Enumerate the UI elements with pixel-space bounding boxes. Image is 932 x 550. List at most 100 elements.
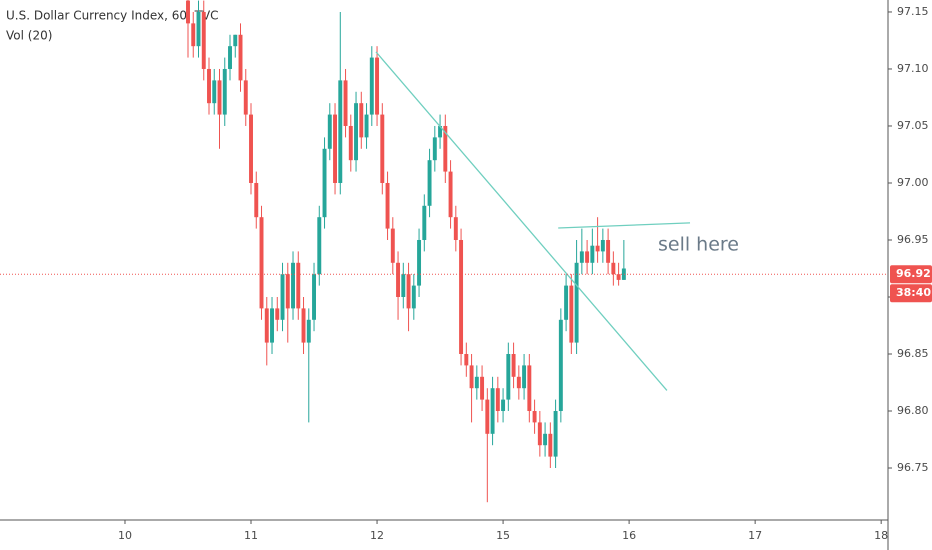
candle-body [406,274,411,309]
candle-body [343,80,348,126]
candle-body [464,354,469,366]
x-tick-label: 17 [748,529,762,542]
candle-body [259,217,264,309]
candle-body [553,411,558,457]
chart-subtitle: Vol (20) [6,29,52,43]
candle-body [453,217,458,240]
candle-body [228,46,232,69]
last-price-label: 96.92 [896,267,931,280]
candle-body [280,274,285,320]
candle-body [411,285,416,309]
candle-body [317,217,322,275]
candle-body [233,34,238,47]
candle-body [501,399,506,412]
candle-body [191,23,196,47]
candle-body [385,182,390,229]
candle-body [333,114,338,183]
candle-body [243,80,248,115]
candle-body [427,160,432,206]
candle-body [480,376,485,400]
x-tick-label: 18 [874,529,888,542]
candle-body [207,68,211,104]
candle-body [238,34,243,81]
candle-body [516,376,521,389]
candle-body [396,262,401,297]
candle-body [511,354,516,377]
candle-body [485,399,490,434]
y-tick-label: 97.05 [897,119,929,132]
candle-body [322,148,327,218]
candle-body [369,57,374,115]
candle-body [364,114,369,138]
countdown-box [890,284,932,303]
candle-body [291,262,295,309]
candle-body [600,239,605,252]
candle-body [469,365,474,389]
candle-body [348,125,353,161]
x-tick-label: 11 [244,529,258,542]
candle-body [506,354,511,400]
trend-line [558,222,691,229]
candle-body [306,319,311,343]
y-tick-label: 96.85 [897,347,929,360]
candle-body [621,268,626,280]
candle-body [354,103,359,161]
candle-body [390,228,395,263]
candle-body [432,137,437,161]
candle-body [217,80,222,115]
candle-body [438,125,443,138]
candle-body [417,239,422,286]
candle-body [285,274,290,309]
candle-body [595,245,600,252]
candle-body [495,388,500,412]
candle-body [196,11,201,47]
candle-body [474,376,479,389]
candle-body [422,205,427,240]
candle-body [380,114,385,183]
candle-body [249,114,253,183]
candle-body [443,125,448,172]
candle-body [264,308,269,343]
candle-body [312,274,316,320]
trend-line [375,51,668,391]
candle-body [359,103,364,138]
candle-body [585,251,590,263]
candle-body [338,80,343,183]
candle-body [212,80,217,104]
candle-body [186,0,190,24]
candle-body [270,308,274,343]
candle-body [574,262,579,343]
candle-body [522,365,527,389]
x-tick-label: 12 [370,529,384,542]
candle-body [558,319,563,412]
y-tick-label: 96.80 [897,404,929,417]
candle-body [564,285,569,320]
last-price-box [890,265,932,284]
y-tick-label: 97.15 [897,5,929,18]
countdown-label: 38:40 [896,286,931,299]
chart-title: U.S. Dollar Currency Index, 60, TVC [6,9,219,23]
candle-body [611,262,616,275]
candle-body [375,57,380,115]
candle-body [301,308,306,343]
annotation: sell here [658,234,739,256]
x-tick-label: 10 [118,529,132,542]
candle-body [254,182,259,218]
candle-body [296,262,301,309]
candle-body [222,68,227,115]
candle-body [327,114,332,149]
y-tick-label: 97.10 [897,62,929,75]
candle-body [548,433,553,457]
candle-body [201,11,206,69]
candle-body [490,388,495,434]
y-tick-label: 96.75 [897,461,929,474]
x-tick-label: 16 [622,529,636,542]
candle-body [579,251,584,263]
y-tick-label: 96.95 [897,233,929,246]
x-tick-label: 15 [496,529,510,542]
candle-body [569,285,574,343]
candle-body [543,433,548,446]
candle-body [606,239,611,263]
y-tick-label: 97.00 [897,176,929,189]
